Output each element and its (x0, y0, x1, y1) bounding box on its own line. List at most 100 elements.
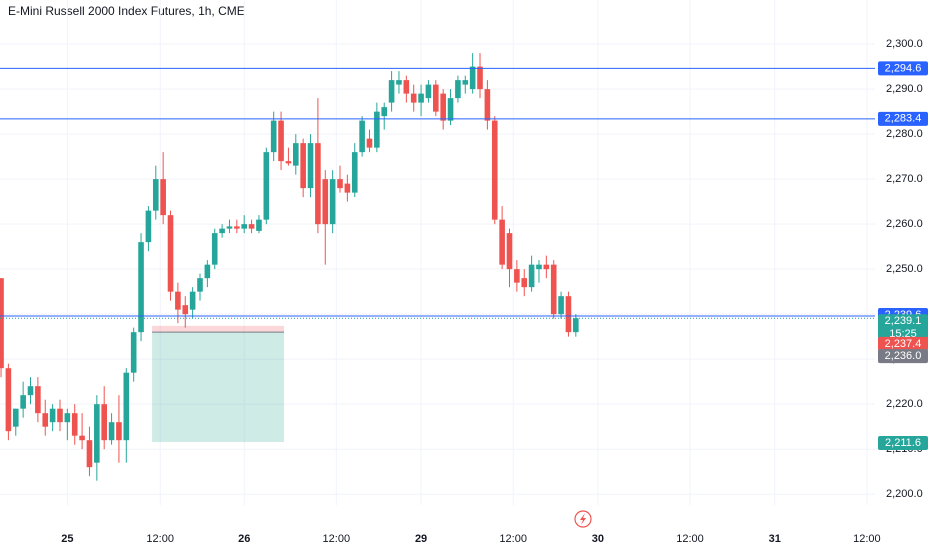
candle-body (27, 386, 34, 396)
candle-body (499, 219, 505, 265)
price-label-text: 2,211.6 (885, 437, 921, 449)
candle-body (447, 98, 454, 121)
x-tick-label: 12:00 (323, 533, 351, 545)
y-tick-label: 2,290.0 (886, 83, 923, 95)
candle-body (565, 296, 572, 333)
price-label-box (878, 111, 928, 126)
candle-body (241, 224, 248, 229)
x-tick-label: 25 (61, 533, 73, 545)
candle-body (108, 422, 115, 441)
price-label: 2,237.4 (878, 336, 928, 351)
x-tick-label: 31 (769, 533, 781, 545)
candle-body (344, 183, 351, 193)
candle-body (256, 219, 262, 231)
candle-body (381, 107, 388, 117)
candle-body (79, 435, 85, 441)
candle-body (410, 93, 417, 103)
candle-body (42, 413, 49, 427)
price-label-text: 2,237.4 (885, 338, 922, 350)
candle-body (329, 179, 336, 225)
candle-body (550, 264, 557, 315)
candle-body (528, 264, 535, 288)
price-label-text: 2,294.6 (885, 62, 922, 74)
candle-body (263, 152, 270, 220)
y-tick-label: 2,220.0 (886, 398, 923, 410)
candle-body (12, 408, 19, 427)
price-label: 2,283.4 (878, 111, 928, 126)
candle-body (204, 264, 211, 279)
price-label-box (878, 61, 928, 76)
candle-body (491, 120, 498, 220)
candle-body (152, 179, 159, 211)
candle-body (167, 215, 174, 292)
price-label-text: 2,236.0 (885, 350, 922, 362)
y-tick-label: 2,200.0 (886, 488, 923, 500)
stop-zone (152, 325, 285, 333)
candle-body (182, 305, 189, 315)
candle-body (359, 120, 365, 153)
candle-body (366, 138, 373, 148)
y-tick-label: 2,250.0 (886, 263, 923, 275)
candle-body (543, 264, 550, 270)
candle-body (418, 93, 424, 103)
price-label-box (878, 435, 928, 450)
candle-body (300, 143, 306, 189)
candle-body (462, 80, 469, 85)
candle-body (506, 233, 513, 270)
candle-body (278, 120, 284, 162)
price-label: 2,211.6 (878, 435, 928, 450)
candle-body (514, 269, 520, 283)
candle-body (573, 318, 579, 333)
candle-body (440, 93, 446, 121)
candle-body (322, 179, 329, 225)
x-tick-label: 12:00 (146, 533, 174, 545)
candle-body (94, 404, 100, 463)
price-label-box (878, 336, 928, 351)
candle-body (145, 210, 152, 243)
candle-body (138, 242, 144, 333)
candle-body (425, 84, 432, 99)
candle-body (292, 143, 299, 166)
x-tick-label: 12:00 (676, 533, 704, 545)
candle-body (86, 440, 93, 468)
y-tick-label: 2,270.0 (886, 173, 923, 185)
y-tick-label: 2,300.0 (886, 38, 923, 50)
candle-body (130, 332, 137, 373)
lightning-icon[interactable] (574, 510, 592, 528)
candle-body (57, 408, 63, 423)
candle-body (49, 408, 56, 423)
candle-body (455, 80, 461, 99)
candle-body (337, 179, 343, 189)
candle-body (219, 228, 225, 234)
candle-body (189, 291, 196, 310)
candle-body (351, 152, 358, 193)
x-tick-label: 29 (415, 533, 427, 545)
x-tick-label: 12:00 (853, 533, 881, 545)
candle-body (469, 66, 476, 90)
candle-body (285, 161, 292, 164)
candle-body (521, 278, 528, 288)
chart-title: E-Mini Russell 2000 Index Futures, 1h, C… (8, 4, 245, 18)
x-tick-label: 30 (592, 533, 604, 545)
target-zone (152, 332, 285, 442)
candle-body (0, 278, 4, 369)
candle-body (5, 368, 12, 432)
candle-body (433, 84, 439, 112)
candle-body (374, 111, 380, 148)
candle-body (211, 233, 218, 265)
candle-body (388, 80, 395, 103)
candle-body (197, 278, 203, 292)
y-tick-label: 2,260.0 (886, 218, 923, 230)
candle-body (226, 226, 233, 229)
price-label-text: 2,239.1 (885, 315, 922, 327)
candle-body (234, 226, 240, 229)
candle-body (270, 120, 277, 153)
candle-body (160, 179, 166, 216)
candle-body (248, 224, 255, 229)
candle-body (477, 66, 483, 90)
price-label-box (878, 349, 928, 364)
candle-body (175, 291, 181, 310)
x-tick-label: 26 (238, 533, 250, 545)
price-label-text: 2,283.4 (885, 113, 922, 125)
candle-body (315, 143, 321, 225)
